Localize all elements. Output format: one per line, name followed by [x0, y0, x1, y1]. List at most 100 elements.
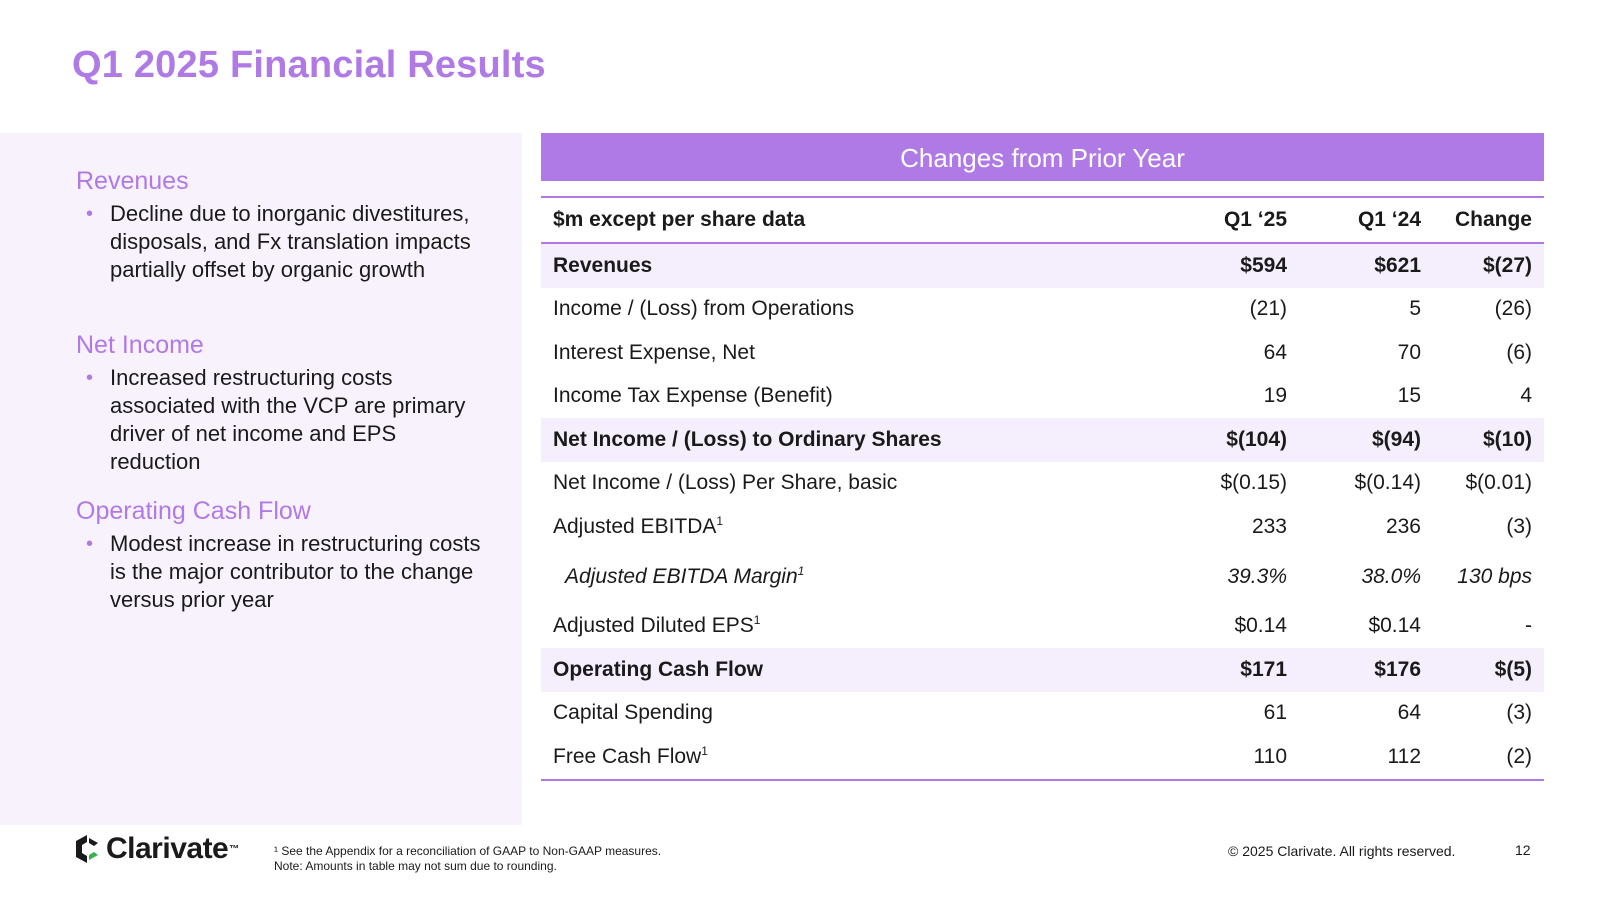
cell-change: (3) [1506, 514, 1532, 538]
footnote-marker: 1 [716, 513, 724, 528]
row-label-text: Interest Expense, Net [553, 340, 755, 364]
cell-q124: 64 [1397, 701, 1421, 725]
logo-trademark: ™ [229, 843, 240, 855]
cell-q124: 5 [1409, 297, 1421, 321]
cell-q125: $(0.15) [1220, 471, 1287, 495]
row-label: Net Income / (Loss) Per Share, basic [541, 462, 1165, 506]
section-net-income: Net Income Increased restructuring costs… [76, 331, 486, 476]
cell-q124: 38.0% [1361, 564, 1421, 588]
section-bullet: Decline due to inorganic divestitures, d… [76, 200, 486, 284]
cell-q124: $(0.14) [1354, 471, 1421, 495]
footnote: ¹ See the Appendix for a reconciliation … [274, 844, 661, 874]
cell-change: (6) [1506, 340, 1532, 364]
cell-q124: $0.14 [1368, 614, 1421, 638]
cell-q125: $0.14 [1234, 614, 1287, 638]
table-row: Capital Spending 61 64 (3) [541, 692, 1544, 736]
financial-results-table: $m except per share data Q1 ‘25 Q1 ‘24 C… [541, 198, 1544, 781]
cell-q125: 110 [1165, 735, 1299, 781]
row-label: Revenues [541, 243, 1165, 288]
copyright: © 2025 Clarivate. All rights reserved. [1228, 843, 1456, 859]
table-row: Adjusted Diluted EPS1 $0.14 $0.14 - [541, 605, 1544, 649]
cell-q124: 15 [1397, 384, 1421, 408]
footnote-marker: 1 [701, 743, 708, 758]
page-number: 12 [1515, 842, 1531, 858]
row-label: Interest Expense, Net [541, 331, 1165, 375]
table-row: Interest Expense, Net 64 70 (6) [541, 331, 1544, 375]
row-label: Adjusted EBITDA Margin1 [541, 549, 1165, 605]
row-label-text: Adjusted Diluted EPS [553, 614, 754, 638]
clarivate-logo: Clarivate ™ [72, 832, 239, 866]
footnote-marker: 1 [753, 613, 761, 628]
table-top-rule [541, 196, 1544, 198]
table-row: Free Cash Flow1 110 112 (2) [541, 735, 1544, 781]
cell-q125: (21) [1249, 297, 1287, 321]
column-header-row: $m except per share data Q1 ‘25 Q1 ‘24 C… [541, 198, 1544, 244]
row-label: Net Income / (Loss) to Ordinary Shares [541, 418, 1165, 462]
section-bullet: Modest increase in restructuring costs i… [76, 530, 486, 614]
cell-q124: 70 [1397, 340, 1421, 364]
section-operating-cash-flow: Operating Cash Flow Modest increase in r… [76, 497, 486, 614]
row-label-text: Net Income / (Loss) to Ordinary Shares [553, 427, 942, 451]
table-row: Net Income / (Loss) to Ordinary Shares $(… [541, 418, 1544, 462]
row-label: Operating Cash Flow [541, 648, 1165, 692]
row-label: Income / (Loss) from Operations [541, 288, 1165, 332]
row-label-text: Income Tax Expense (Benefit) [553, 384, 833, 408]
cell-q125: 19 [1263, 384, 1287, 408]
section-revenues: Revenues Decline due to inorganic divest… [76, 167, 486, 284]
section-bullet: Increased restructuring costs associated… [76, 364, 486, 476]
cell-q125: $171 [1165, 648, 1299, 692]
row-label: Free Cash Flow1 [541, 735, 1165, 781]
row-label-text: Free Cash Flow [553, 744, 702, 768]
cell-q124: $621 [1299, 243, 1433, 288]
table-row: Net Income / (Loss) Per Share, basic $(0.… [541, 462, 1544, 506]
footnote-rounding: Note: Amounts in table may not sum due t… [274, 859, 557, 873]
cell-change: $(5) [1433, 648, 1544, 692]
row-label-text: Adjusted EBITDA Margin [565, 564, 798, 588]
row-label: Adjusted Diluted EPS1 [541, 605, 1165, 649]
cell-change: (2) [1433, 735, 1544, 781]
row-label-text: Revenues [553, 253, 653, 277]
cell-change: (3) [1506, 701, 1532, 725]
column-header-q124: Q1 ‘24 [1299, 198, 1433, 244]
cell-q125: 64 [1263, 340, 1287, 364]
row-label-text: Adjusted EBITDA [553, 514, 717, 538]
commentary-panel: Revenues Decline due to inorganic divest… [0, 133, 522, 825]
cell-q125: 39.3% [1227, 564, 1287, 588]
row-label-text: Capital Spending [553, 701, 713, 725]
cell-change: $(27) [1433, 243, 1544, 288]
row-label-text: Income / (Loss) from Operations [553, 297, 855, 321]
cell-q125: $594 [1165, 243, 1299, 288]
cell-q124: $(94) [1299, 418, 1433, 462]
row-label-text: Net Income / (Loss) Per Share, basic [553, 471, 898, 495]
section-heading: Operating Cash Flow [76, 497, 311, 525]
footnote-gaap: ¹ See the Appendix for a reconciliation … [274, 844, 662, 858]
table-row: Adjusted EBITDA Margin1 39.3% 38.0% 130 bps [541, 549, 1544, 605]
table-row: Revenues $594 $621 $(27) [541, 243, 1544, 288]
table-row: Income Tax Expense (Benefit) 19 15 4 [541, 375, 1544, 419]
cell-change: - [1525, 614, 1532, 638]
table-header-bar: Changes from Prior Year [541, 133, 1544, 181]
row-label-text: Operating Cash Flow [553, 657, 764, 681]
cell-q125: 233 [1251, 514, 1287, 538]
table-row: Operating Cash Flow $171 $176 $(5) [541, 648, 1544, 692]
cell-change: $(0.01) [1465, 471, 1532, 495]
footnote-marker: 1 [797, 563, 805, 578]
column-header-change: Change [1433, 198, 1544, 244]
clarivate-logo-icon [76, 835, 98, 863]
row-label: Adjusted EBITDA1 [541, 505, 1165, 549]
page-title: Q1 2025 Financial Results [72, 44, 546, 86]
table-row: Adjusted EBITDA1 233 236 (3) [541, 505, 1544, 549]
cell-q124: $176 [1299, 648, 1433, 692]
cell-q125: $(104) [1165, 418, 1299, 462]
column-header-q125: Q1 ‘25 [1165, 198, 1299, 244]
cell-change: 130 bps [1457, 564, 1532, 588]
column-header-label: $m except per share data [541, 198, 1165, 244]
cell-q125: 61 [1263, 701, 1287, 725]
cell-q124: 112 [1299, 735, 1433, 781]
section-heading: Revenues [76, 167, 189, 195]
cell-change: 4 [1520, 384, 1532, 408]
cell-change: $(10) [1433, 418, 1544, 462]
section-heading: Net Income [76, 331, 204, 359]
table-row: Income / (Loss) from Operations (21) 5 (26) [541, 288, 1544, 332]
logo-wordmark: Clarivate [106, 832, 229, 865]
